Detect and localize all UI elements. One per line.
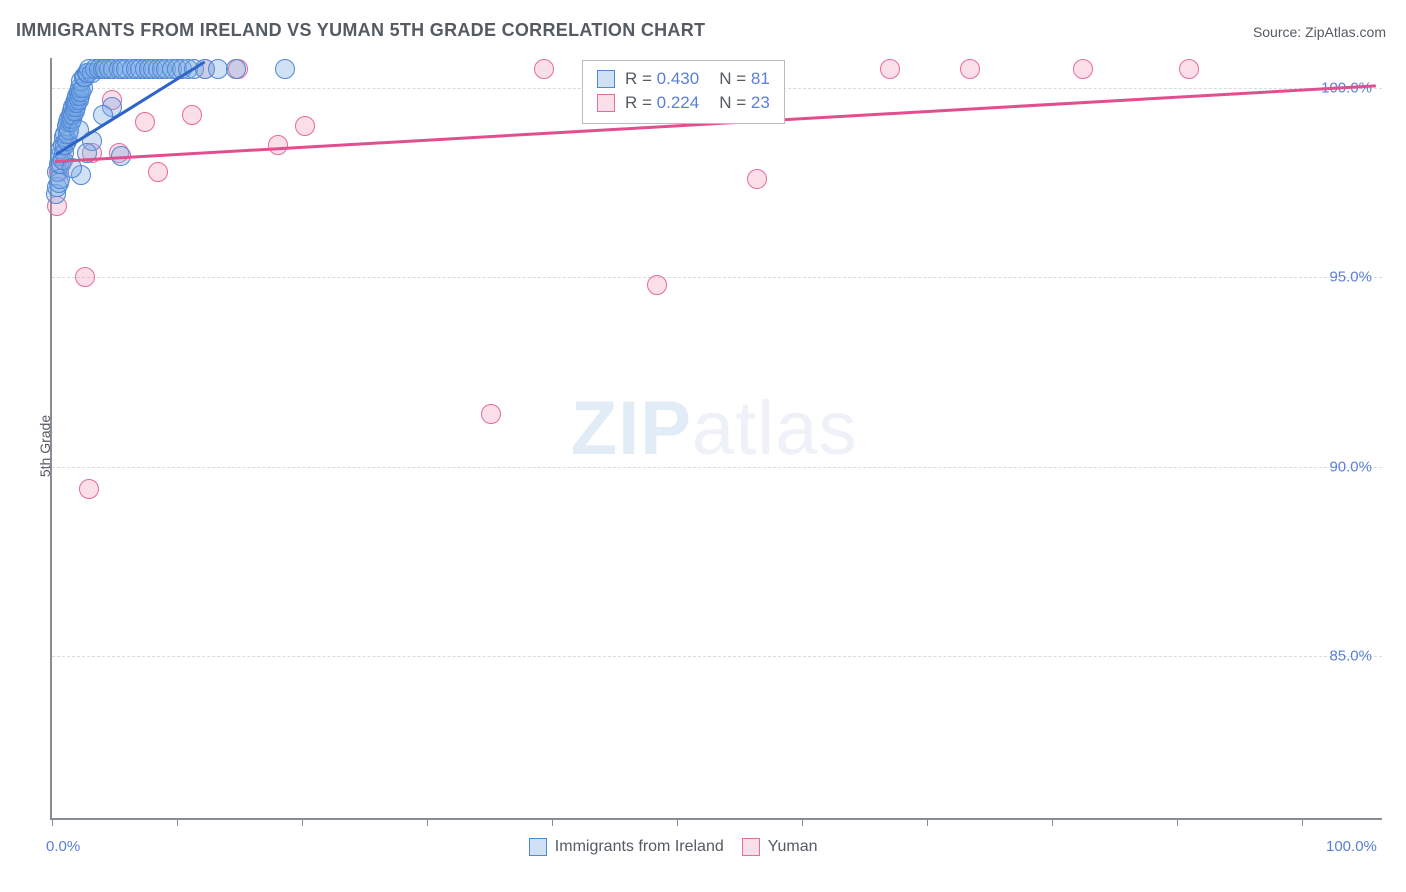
x-tick xyxy=(552,818,553,826)
x-tick xyxy=(177,818,178,826)
legend-swatch xyxy=(529,838,547,856)
legend-swatch xyxy=(597,94,615,112)
scatter-point xyxy=(960,59,980,79)
legend-stats-box: R = 0.430 N = 81 R = 0.224 N = 23 xyxy=(582,60,785,124)
watermark: ZIPatlas xyxy=(571,385,858,472)
y-tick-label: 95.0% xyxy=(1329,269,1372,286)
x-axis-max-label: 100.0% xyxy=(1326,838,1377,855)
x-tick xyxy=(927,818,928,826)
x-tick xyxy=(427,818,428,826)
scatter-point xyxy=(880,59,900,79)
series-legend: Immigrants from Ireland Yuman xyxy=(529,838,818,856)
x-tick xyxy=(1177,818,1178,826)
scatter-point xyxy=(148,162,168,182)
scatter-point xyxy=(295,116,315,136)
scatter-point xyxy=(275,59,295,79)
y-tick-label: 85.0% xyxy=(1329,647,1372,664)
x-axis-min-label: 0.0% xyxy=(46,838,80,855)
gridline xyxy=(52,277,1382,278)
scatter-point xyxy=(268,135,288,155)
legend-r-label: R = 0.430 xyxy=(625,67,699,91)
legend-stats-row: R = 0.430 N = 81 xyxy=(597,67,770,91)
scatter-point xyxy=(481,404,501,424)
legend-item: Immigrants from Ireland xyxy=(529,838,724,856)
scatter-point xyxy=(647,275,667,295)
chart-title: IMMIGRANTS FROM IRELAND VS YUMAN 5TH GRA… xyxy=(16,20,705,41)
scatter-point xyxy=(135,112,155,132)
legend-item: Yuman xyxy=(742,838,818,856)
scatter-point xyxy=(534,59,554,79)
gridline xyxy=(52,467,1382,468)
scatter-point xyxy=(1179,59,1199,79)
y-tick-label: 90.0% xyxy=(1329,458,1372,475)
x-tick xyxy=(52,818,53,826)
gridline xyxy=(52,656,1382,657)
x-tick xyxy=(1302,818,1303,826)
scatter-point xyxy=(75,267,95,287)
legend-n-label: N = 23 xyxy=(719,91,770,115)
scatter-point xyxy=(182,105,202,125)
legend-item-label: Immigrants from Ireland xyxy=(555,838,724,856)
scatter-plot: ZIPatlas 85.0%90.0%95.0%100.0% xyxy=(50,58,1382,820)
legend-r-label: R = 0.224 xyxy=(625,91,699,115)
watermark-bold: ZIP xyxy=(571,386,692,471)
scatter-point xyxy=(1073,59,1093,79)
scatter-point xyxy=(226,59,246,79)
legend-n-label: N = 81 xyxy=(719,67,770,91)
legend-stats-row: R = 0.224 N = 23 xyxy=(597,91,770,115)
x-tick xyxy=(677,818,678,826)
watermark-rest: atlas xyxy=(692,386,858,471)
legend-item-label: Yuman xyxy=(768,838,818,856)
x-tick xyxy=(1052,818,1053,826)
scatter-point xyxy=(79,479,99,499)
source-label: Source: ZipAtlas.com xyxy=(1253,24,1386,40)
x-tick xyxy=(302,818,303,826)
legend-swatch xyxy=(597,70,615,88)
x-tick xyxy=(802,818,803,826)
scatter-point xyxy=(747,169,767,189)
legend-swatch xyxy=(742,838,760,856)
